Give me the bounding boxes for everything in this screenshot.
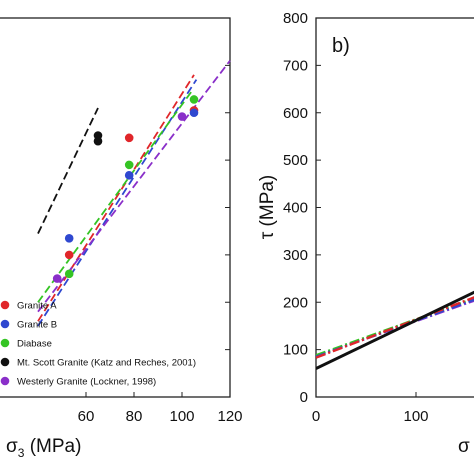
legend-marker bbox=[0, 338, 10, 348]
legend-entry: Granite A bbox=[17, 301, 57, 312]
panel-b-y-axis-label: τ (MPa) bbox=[257, 175, 278, 240]
legend-entry: Diabase bbox=[17, 339, 52, 350]
data-point bbox=[124, 170, 134, 180]
panel-b-y-tick-label: 500 bbox=[283, 152, 308, 169]
panel-a-points bbox=[52, 95, 199, 283]
panel-a-x-axis-label: σ3 (MPa) bbox=[6, 436, 81, 460]
legend-entry: Westerly Granite (Lockner, 1998) bbox=[17, 377, 156, 388]
data-point bbox=[52, 274, 62, 283]
panel-b-x-tick-label: 0 bbox=[312, 408, 320, 425]
legend: Granite A Granite B Diabase Mt. Scott Grani… bbox=[0, 300, 196, 388]
legend-marker bbox=[0, 319, 10, 329]
panel-b-y-tick-label: 300 bbox=[283, 247, 308, 264]
panel-a-fit-lines bbox=[37, 60, 231, 327]
panel-b-y-tick-label: 400 bbox=[283, 200, 308, 217]
panel-a-ticks: 60 80 100 120 bbox=[78, 64, 243, 425]
panel-b-y-tick-label: 600 bbox=[283, 105, 308, 122]
data-point bbox=[177, 112, 187, 121]
panel-b-y-tick-label: 800 bbox=[283, 10, 308, 27]
panel-b-series-line bbox=[316, 298, 474, 358]
data-point bbox=[64, 269, 74, 279]
panel-b-y-tick-label: 0 bbox=[300, 389, 308, 406]
data-point bbox=[64, 233, 74, 243]
panel-b: 01002003004005006007008000100200300 b) τ… bbox=[257, 10, 474, 457]
fit-line-0 bbox=[37, 74, 195, 322]
panel-b-label: b) bbox=[332, 35, 350, 57]
legend-marker bbox=[0, 376, 10, 386]
panel-b-frame bbox=[315, 17, 474, 398]
panel-b-ticks: 01002003004005006007008000100200300 bbox=[283, 10, 429, 425]
legend-entry: Mt. Scott Granite (Katz and Reches, 2001… bbox=[17, 358, 196, 369]
data-point bbox=[64, 250, 74, 260]
fit-line-2 bbox=[37, 90, 193, 303]
panel-b-lines bbox=[316, 290, 474, 370]
panel-b-series-line bbox=[316, 290, 474, 370]
panel-a-x-tick-label: 100 bbox=[169, 408, 194, 425]
legend-entry: Granite B bbox=[17, 320, 57, 331]
data-point bbox=[189, 95, 199, 104]
panel-b-y-tick-label: 100 bbox=[283, 342, 308, 359]
fit-line-1 bbox=[37, 79, 198, 327]
panel-a-x-tick-label: 120 bbox=[217, 408, 242, 425]
fit-line-3 bbox=[37, 107, 99, 234]
panel-a: 60 80 100 120 Granite A Granite B Diabase Mt. … bbox=[0, 17, 243, 460]
panel-b-series-line bbox=[316, 296, 474, 359]
data-point bbox=[124, 133, 134, 143]
legend-marker bbox=[0, 357, 10, 367]
panel-b-x-axis-label-partial: σ bbox=[458, 436, 470, 457]
data-point bbox=[189, 108, 199, 118]
panel-b-x-tick-label: 100 bbox=[403, 408, 428, 425]
panel-b-y-tick-label: 200 bbox=[283, 294, 308, 311]
panel-a-x-tick-label: 60 bbox=[78, 408, 95, 425]
panel-a-x-tick-label: 80 bbox=[126, 408, 143, 425]
legend-marker bbox=[0, 300, 10, 310]
panel-b-series-line bbox=[316, 299, 474, 358]
data-point bbox=[93, 136, 103, 146]
panel-b-y-tick-label: 700 bbox=[283, 57, 308, 74]
data-point bbox=[124, 160, 134, 170]
